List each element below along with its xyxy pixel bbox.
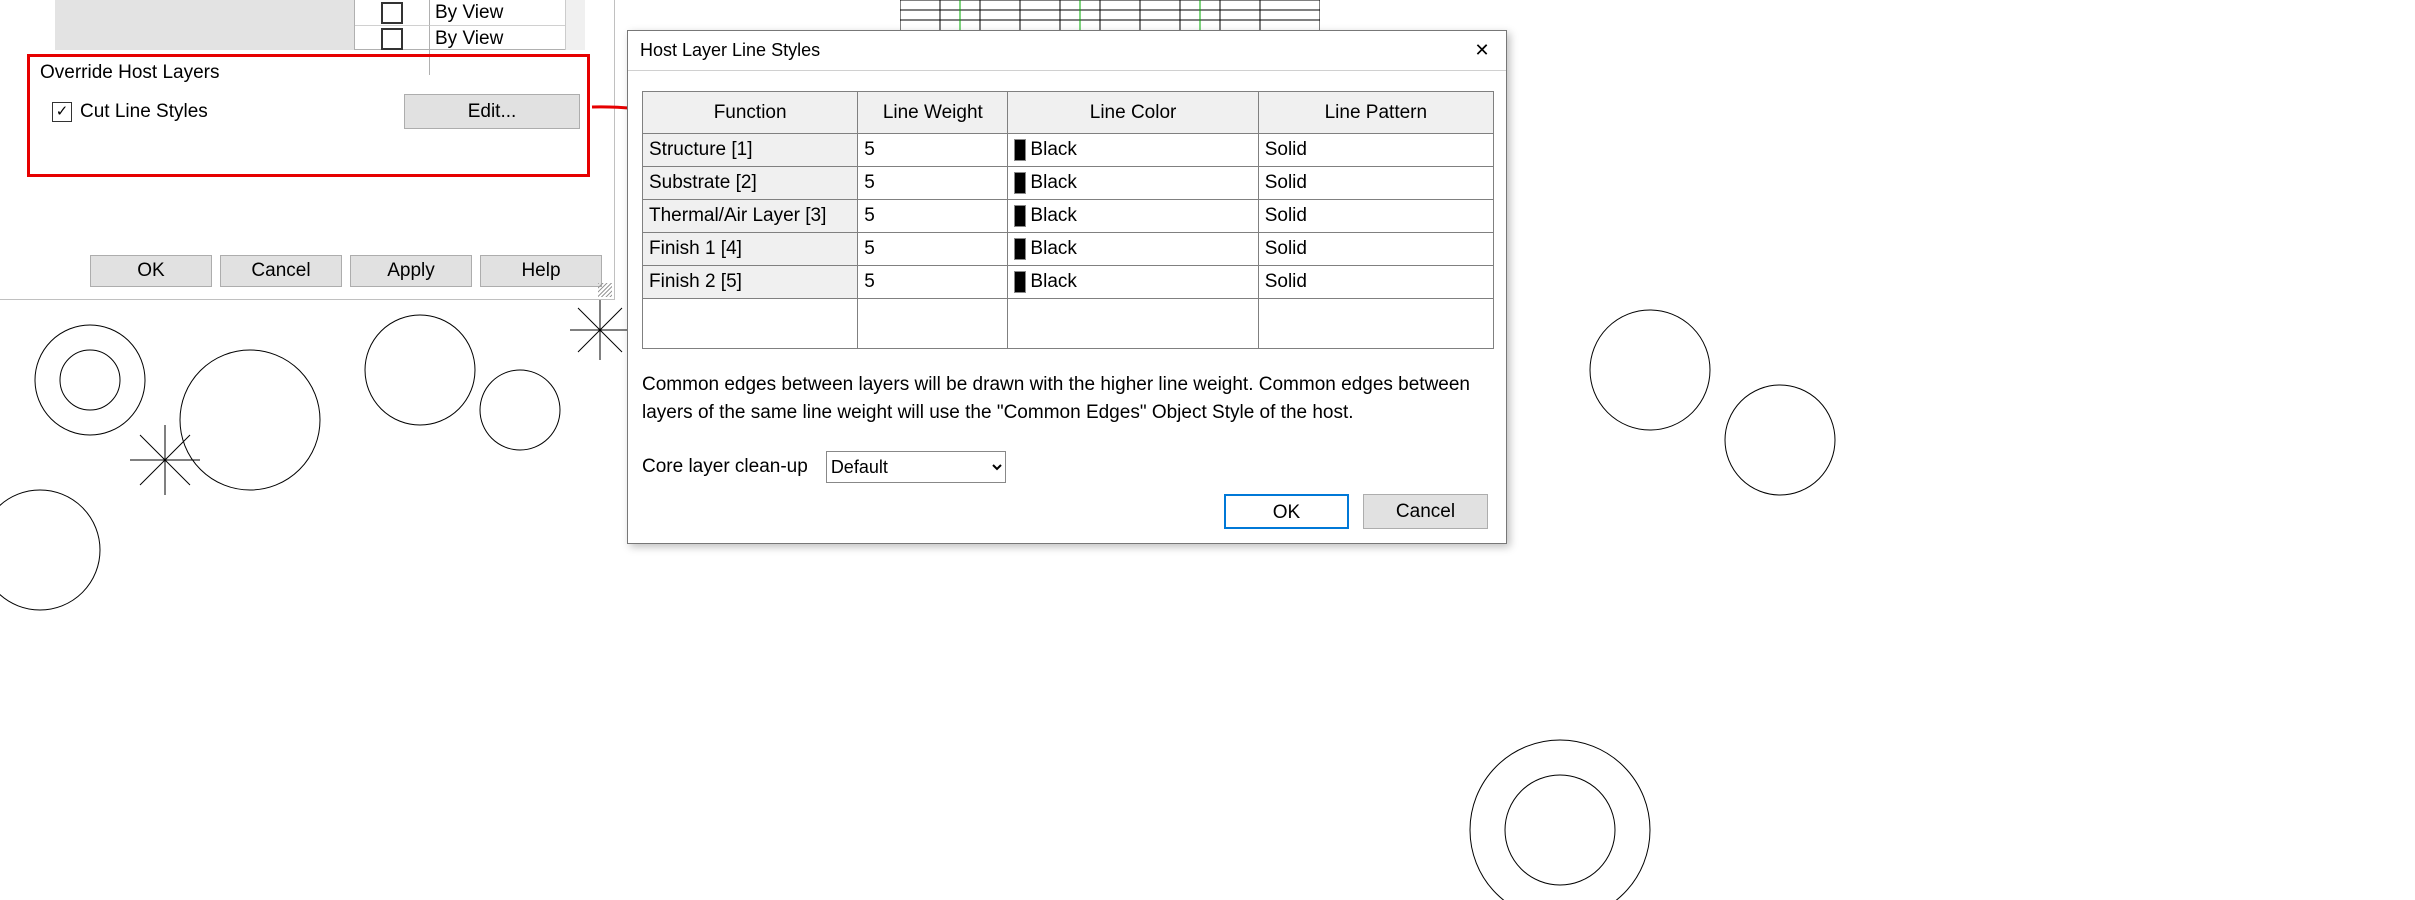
col-function[interactable]: Function xyxy=(643,92,858,134)
apply-button[interactable]: Apply xyxy=(350,255,472,287)
cell-linepattern[interactable]: Solid xyxy=(1258,167,1493,200)
scrollbar-stub[interactable] xyxy=(565,0,585,50)
cut-line-styles-label: Cut Line Styles xyxy=(80,101,208,123)
cut-line-styles-checkbox[interactable]: ✓ xyxy=(52,102,72,122)
col-linepattern[interactable]: Line Pattern xyxy=(1258,92,1493,134)
cancel-button-right[interactable]: Cancel xyxy=(1363,494,1488,529)
dialog-titlebar[interactable]: Host Layer Line Styles ✕ xyxy=(628,31,1506,71)
override-checkbox-row2[interactable] xyxy=(381,28,403,50)
table-row[interactable]: Finish 1 [4]5BlackSolid xyxy=(643,233,1494,266)
col-linecolor[interactable]: Line Color xyxy=(1008,92,1258,134)
core-layer-cleanup-select[interactable]: Default xyxy=(826,451,1006,483)
override-group-title: Override Host Layers xyxy=(40,62,580,84)
cancel-button-left[interactable]: Cancel xyxy=(220,255,342,287)
cell-function[interactable]: Thermal/Air Layer [3] xyxy=(643,200,858,233)
parent-table-fragment: By View By View xyxy=(55,0,565,50)
override-checkbox-row1[interactable] xyxy=(381,2,403,24)
ok-button-right[interactable]: OK xyxy=(1224,494,1349,529)
cell-function[interactable]: Substrate [2] xyxy=(643,167,858,200)
table-row-empty xyxy=(643,299,1494,349)
ok-button-left[interactable]: OK xyxy=(90,255,212,287)
cell-lineweight[interactable]: 5 xyxy=(858,200,1008,233)
cell-linecolor[interactable]: Black xyxy=(1008,167,1258,200)
cell-linepattern[interactable]: Solid xyxy=(1258,233,1493,266)
cell-lineweight[interactable]: 5 xyxy=(858,233,1008,266)
edit-button[interactable]: Edit... xyxy=(404,94,580,129)
table-row[interactable]: Substrate [2]5BlackSolid xyxy=(643,167,1494,200)
core-layer-cleanup-label: Core layer clean-up xyxy=(642,456,808,478)
cell-linecolor[interactable]: Black xyxy=(1008,266,1258,299)
description-text: Common edges between layers will be draw… xyxy=(642,371,1492,427)
cell-linepattern[interactable]: Solid xyxy=(1258,200,1493,233)
table-row[interactable]: Thermal/Air Layer [3]5BlackSolid xyxy=(643,200,1494,233)
cell-lineweight[interactable]: 5 xyxy=(858,266,1008,299)
line-styles-table: Function Line Weight Line Color Line Pat… xyxy=(642,91,1494,349)
cell-lineweight[interactable]: 5 xyxy=(858,167,1008,200)
table-row[interactable]: Structure [1]5BlackSolid xyxy=(643,134,1494,167)
cell-function[interactable]: Finish 2 [5] xyxy=(643,266,858,299)
cell-lineweight[interactable]: 5 xyxy=(858,134,1008,167)
cell-linepattern[interactable]: Solid xyxy=(1258,134,1493,167)
close-icon[interactable]: ✕ xyxy=(1458,31,1506,71)
help-button[interactable]: Help xyxy=(480,255,602,287)
dialog-title: Host Layer Line Styles xyxy=(640,40,820,61)
override-host-layers-panel: By View By View Override Host Layers ✓ C… xyxy=(0,0,615,300)
resize-grip[interactable] xyxy=(598,283,612,297)
table-row[interactable]: Finish 2 [5]5BlackSolid xyxy=(643,266,1494,299)
col-lineweight[interactable]: Line Weight xyxy=(858,92,1008,134)
cell-linecolor[interactable]: Black xyxy=(1008,233,1258,266)
cell-function[interactable]: Structure [1] xyxy=(643,134,858,167)
cell-linecolor[interactable]: Black xyxy=(1008,134,1258,167)
cell-linepattern[interactable]: Solid xyxy=(1258,266,1493,299)
cell-function[interactable]: Finish 1 [4] xyxy=(643,233,858,266)
host-layer-line-styles-dialog: Host Layer Line Styles ✕ Function Line W… xyxy=(627,30,1507,544)
cell-linecolor[interactable]: Black xyxy=(1008,200,1258,233)
